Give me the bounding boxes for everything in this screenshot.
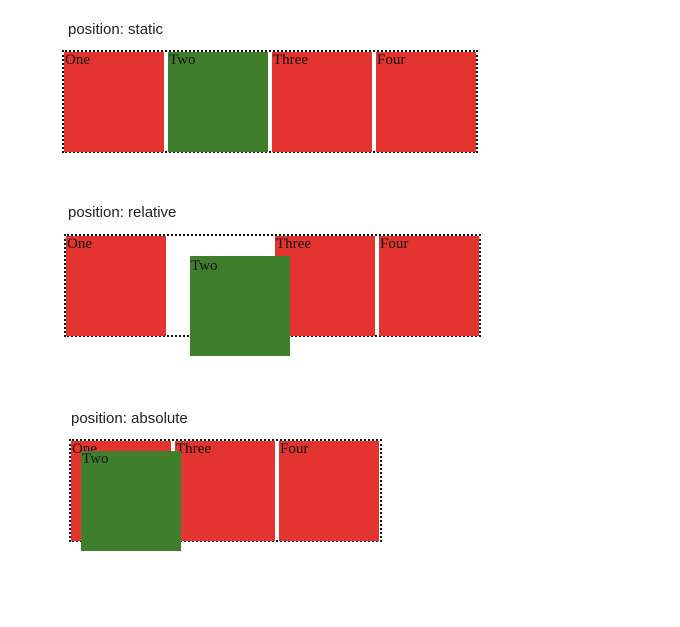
box-four: Four	[379, 236, 479, 336]
box-one: One	[64, 52, 164, 152]
box-four: Four	[376, 52, 476, 152]
section-label-relative: position: relative	[68, 204, 177, 221]
box-two-absolute: Two	[81, 451, 181, 551]
box-three: Three	[272, 52, 372, 152]
box-four: Four	[279, 441, 379, 541]
section-label-absolute: position: absolute	[71, 410, 188, 427]
section-label-static: position: static	[68, 21, 164, 38]
box-three: Three	[175, 441, 275, 541]
container-relative: One Three Four	[64, 234, 481, 337]
box-three: Three	[275, 236, 375, 336]
box-two: Two	[168, 52, 268, 152]
box-one: One	[66, 236, 166, 336]
box-two-relative: Two	[190, 256, 290, 356]
container-static: One Two Three Four	[62, 50, 478, 153]
